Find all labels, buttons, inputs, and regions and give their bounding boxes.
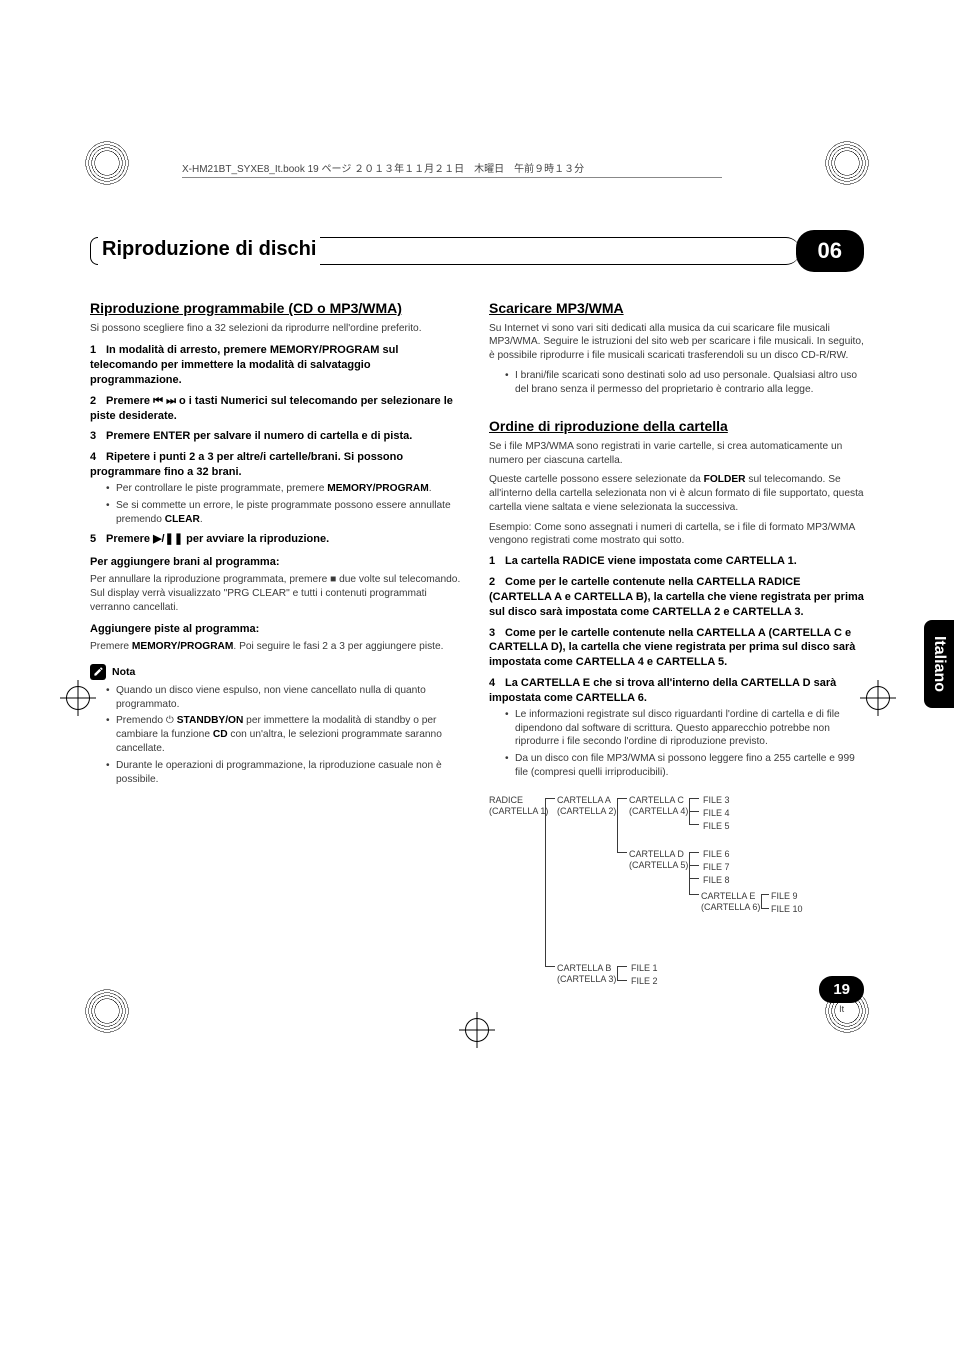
tree-leaf: FILE 6 <box>703 848 730 860</box>
step-2: 2Premere ⏮ ⏭ o i tasti Numerici sul tele… <box>90 394 465 424</box>
step-text: La cartella RADICE viene impostata come … <box>505 555 797 567</box>
tree-node: (CARTELLA 2) <box>557 805 616 817</box>
step-5: 5Premere ▶/❚❚ per avviare la riproduzion… <box>90 532 465 547</box>
tree-leaf: FILE 4 <box>703 807 730 819</box>
page-title: Riproduzione di dischi <box>98 234 318 269</box>
paragraph: Se i file MP3/WMA sono registrati in var… <box>489 440 864 468</box>
step-3: 3Come per le cartelle contenute nella CA… <box>489 626 864 671</box>
section-title: Scaricare MP3/WMA <box>489 300 864 318</box>
step-text: In modalità di arresto, premere MEMORY/P… <box>90 344 398 386</box>
tree-leaf: FILE 3 <box>703 794 730 806</box>
folder-tree-diagram: RADICE (CARTELLA 1) CARTELLA A (CARTELLA… <box>489 794 864 1014</box>
tree-node: (CARTELLA 4) <box>629 805 688 817</box>
language-tab: Italiano <box>924 620 954 708</box>
next-track-icon: ⏭ <box>166 395 176 407</box>
tree-leaf: FILE 2 <box>631 975 658 987</box>
note-label: Nota <box>112 665 135 679</box>
step-text: Premere <box>106 395 153 407</box>
step-4-bullets: Per controllare le piste programmate, pr… <box>90 482 465 526</box>
page-number: 19 <box>819 976 864 1003</box>
page-number-badge: 19 It <box>819 976 864 1014</box>
step-4: 4Ripetere i punti 2 a 3 per altre/i cart… <box>90 450 465 480</box>
paragraph: Esempio: Come sono assegnati i numeri di… <box>489 521 864 549</box>
section-intro: Si possono scegliere fino a 32 selezioni… <box>90 322 465 336</box>
bullet-list: I brani/file scaricati sono destinati so… <box>489 369 864 397</box>
list-item: Quando un disco viene espulso, non viene… <box>106 684 465 712</box>
page-lang: It <box>819 1004 864 1014</box>
note-bullets: Quando un disco viene espulso, non viene… <box>90 684 465 786</box>
list-item: Se si commette un errore, le piste progr… <box>106 499 465 527</box>
step-text: Premere <box>106 533 153 545</box>
right-column: Scaricare MP3/WMA Su Internet vi sono va… <box>489 300 864 1014</box>
paragraph: Su Internet vi sono vari siti dedicati a… <box>489 322 864 363</box>
note-icon <box>90 664 106 680</box>
step-1: 1La cartella RADICE viene impostata come… <box>489 554 864 569</box>
step-text: per avviare la riproduzione. <box>183 533 329 545</box>
list-item: Da un disco con file MP3/WMA si possono … <box>505 752 864 780</box>
tree-leaf: FILE 1 <box>631 962 658 974</box>
note-header: Nota <box>90 664 465 680</box>
tree-leaf: FILE 10 <box>771 903 803 915</box>
list-item: I brani/file scaricati sono destinati so… <box>505 369 864 397</box>
play-pause-icon: ▶/❚❚ <box>153 533 183 545</box>
list-item: Premendo ⏻ STANDBY/ON per immettere la m… <box>106 714 465 755</box>
step-2: 2Come per le cartelle contenute nella CA… <box>489 575 864 620</box>
paragraph: Premere MEMORY/PROGRAM. Poi seguire le f… <box>90 640 465 654</box>
subheading: Aggiungere piste al programma: <box>90 622 465 637</box>
step-text: Come per le cartelle contenute nella CAR… <box>489 576 864 618</box>
list-item: Le informazioni registrate sul disco rig… <box>505 708 864 749</box>
prev-track-icon: ⏮ <box>153 395 163 407</box>
step-4: 4La CARTELLA E che si trova all'interno … <box>489 676 864 706</box>
subheading: Per aggiungere brani al programma: <box>90 555 465 570</box>
tree-leaf: FILE 5 <box>703 820 730 832</box>
tree-leaf: FILE 9 <box>771 890 798 902</box>
list-item: Durante le operazioni di programmazione,… <box>106 759 465 787</box>
tree-node: (CARTELLA 1) <box>489 805 548 817</box>
left-column: Riproduzione programmabile (CD o MP3/WMA… <box>90 300 465 1014</box>
paragraph: Per annullare la riproduzione programmat… <box>90 573 465 614</box>
step-1: 1In modalità di arresto, premere MEMORY/… <box>90 343 465 388</box>
section-title: Ordine di riproduzione della cartella <box>489 418 864 436</box>
section-title: Riproduzione programmabile (CD o MP3/WMA… <box>90 300 465 318</box>
paragraph: Queste cartelle possono essere seleziona… <box>489 473 864 514</box>
bullet-list: Le informazioni registrate sul disco rig… <box>489 708 864 780</box>
tree-node: (CARTELLA 5) <box>629 859 688 871</box>
step-text: Come per le cartelle contenute nella CAR… <box>489 627 855 669</box>
tree-node: (CARTELLA 3) <box>557 973 616 985</box>
step-text: Premere ENTER per salvare il numero di c… <box>106 430 412 442</box>
tree-leaf: FILE 8 <box>703 874 730 886</box>
step-text: La CARTELLA E che si trova all'interno d… <box>489 677 836 704</box>
tree-leaf: FILE 7 <box>703 861 730 873</box>
tree-node: (CARTELLA 6) <box>701 901 760 913</box>
page-header: Riproduzione di dischi 06 <box>90 230 864 272</box>
chapter-badge: 06 <box>796 230 864 272</box>
standby-icon: ⏻ <box>166 715 174 726</box>
step-text: Ripetere i punti 2 a 3 per altre/i carte… <box>90 451 403 478</box>
step-3: 3Premere ENTER per salvare il numero di … <box>90 429 465 444</box>
list-item: Per controllare le piste programmate, pr… <box>106 482 465 496</box>
